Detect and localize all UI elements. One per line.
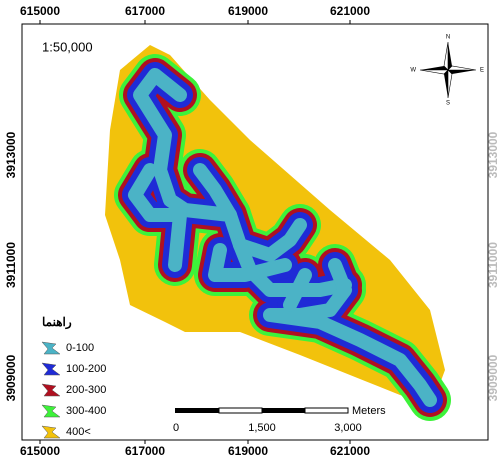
legend-swatch [41,383,61,397]
compass-n: N [446,35,450,41]
right-coord: 3909000 [486,354,499,401]
compass-e: E [480,68,484,74]
left-coord: 3913000 [4,131,18,178]
bottom-coord: 619000 [228,444,268,458]
scale-text: 1:50,000 [42,39,93,54]
legend-label: 300-400 [66,405,106,417]
top-coord: 617000 [125,4,165,18]
left-coord: 3911000 [4,242,18,288]
scalebar-label: 3,000 [334,422,362,434]
buffer [133,68,307,262]
scalebar-label: 1,500 [248,422,276,434]
legend-swatch [41,404,61,418]
scalebar-label: 0 [173,422,179,434]
buffer [263,258,437,407]
legend-label: 200-300 [66,384,106,396]
buffer [128,163,187,272]
buffer-layer [128,68,437,407]
right-coord: 3911000 [486,242,499,288]
buffer [208,243,292,282]
bottom-coord: 615000 [20,444,60,458]
buffer-layers [114,54,451,421]
buffer [233,238,352,297]
legend-title: راهنما [42,315,72,330]
compass: N S E W [410,35,484,107]
scalebar: 0 1,500 3,000 Meters [173,405,386,434]
buffer [283,268,312,312]
compass-w: W [410,68,416,74]
legend-label: 100-200 [66,363,106,375]
legend-swatch [41,425,61,439]
scalebar-unit: Meters [352,405,386,417]
bottom-coord: 617000 [125,444,165,458]
buffer [193,163,237,222]
legend-label: 400< [66,426,91,438]
left-coord: 3909000 [4,354,18,401]
top-coord: 621000 [330,4,370,18]
legend-swatch [41,362,61,376]
right-coord: 3913000 [486,131,499,178]
legend-swatch [41,341,61,355]
top-coord: 615000 [20,4,60,18]
top-coord: 619000 [228,4,268,18]
compass-s: S [446,101,450,107]
bottom-coord: 621000 [330,444,370,458]
legend-label: 0-100 [66,342,94,354]
